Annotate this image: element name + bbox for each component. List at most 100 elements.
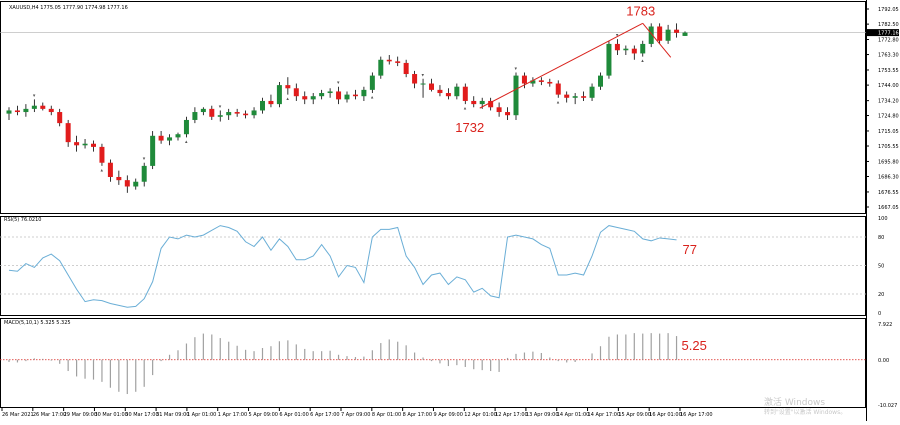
fractal-marker: ▾	[515, 66, 518, 72]
price-tick-label: 1715.05	[878, 129, 899, 135]
time-tick-label: 16 Apr 17:00	[680, 412, 713, 418]
candle-body	[471, 100, 477, 105]
candle-body	[107, 162, 113, 177]
candle-body	[369, 75, 375, 90]
candle-body	[581, 96, 587, 98]
price-axis: 1792.05 1782.50 1772.80 1763.30 1753.55 1744.…	[866, 7, 899, 211]
price-tick-label: 1753.55	[878, 68, 899, 74]
candle-body	[158, 135, 164, 141]
price-tick-label: 1695.80	[878, 159, 899, 165]
candle-body	[429, 83, 434, 90]
price-tick-label: 1782.50	[878, 22, 899, 28]
macd-label: MACD(5,10,1) 5.325 5.325	[4, 320, 71, 326]
candle-body	[293, 88, 299, 97]
macd-pane: 7.922 0.00 -10.027	[0, 322, 897, 409]
price-tick-label: 1676.55	[878, 190, 899, 196]
candle-body	[378, 59, 384, 76]
candle-body	[437, 89, 443, 94]
time-tick-label: 7 Apr 09:00	[341, 412, 370, 418]
candle-body	[513, 75, 519, 116]
candle-body	[521, 75, 527, 84]
candle-body	[564, 94, 570, 98]
candle-body	[150, 135, 156, 166]
price-tick-label: 1744.00	[878, 83, 899, 89]
price-tick-label: 1763.30	[878, 53, 899, 59]
candle-body	[361, 89, 367, 97]
candle-body	[99, 146, 105, 163]
candle-body	[268, 100, 274, 105]
candle-body	[65, 123, 71, 143]
candle-body	[395, 61, 401, 63]
time-tick-label: 9 Apr 09:00	[433, 412, 462, 418]
time-tick-label: 6 Apr 17:00	[310, 412, 339, 418]
candle-body	[285, 85, 291, 89]
macd-value-annotation: 5.25	[682, 338, 707, 353]
candle-body	[276, 85, 282, 105]
price-tick-label: 1734.20	[878, 99, 899, 105]
time-tick-label: 14 Apr 01:00	[557, 412, 590, 418]
candle-body	[124, 180, 130, 187]
candle-body	[40, 105, 46, 109]
candle-body	[91, 143, 96, 147]
candle-body	[598, 75, 603, 87]
candle-body	[133, 181, 139, 187]
time-tick-label: 12 Apr 17:00	[495, 412, 528, 418]
candle-body	[462, 86, 468, 101]
pane-frame-0	[0, 1, 866, 214]
candle-body	[403, 62, 409, 75]
candle-body	[74, 142, 80, 146]
time-tick-label: 8 Apr 01:00	[372, 412, 401, 418]
candle-body	[682, 32, 688, 36]
price-tick-label: 1724.80	[878, 114, 899, 120]
fractal-marker: ▴	[371, 95, 374, 101]
fractal-marker: ▴	[286, 96, 289, 102]
candle-body	[352, 94, 358, 97]
candle-body	[665, 29, 671, 41]
candle-body	[648, 26, 654, 44]
pane-frames	[0, 0, 867, 421]
candle-body	[344, 94, 350, 100]
candle-body	[200, 108, 206, 113]
time-tick-label: 12 Apr 01:00	[464, 412, 497, 418]
candle-body	[631, 48, 637, 54]
time-tick-label: 13 Apr 09:00	[526, 412, 559, 418]
candle-body	[327, 91, 333, 94]
candlestick-series	[6, 23, 688, 193]
price-tick-label: 1686.30	[878, 175, 899, 181]
macd-tick-label: -10.027	[878, 403, 897, 409]
candle-body	[614, 43, 620, 51]
time-tick-label: 16 Apr 01:00	[649, 412, 682, 418]
candle-body	[454, 86, 460, 97]
candle-body	[319, 93, 325, 97]
candle-body	[657, 26, 663, 41]
rsi-label: RSI(5) 76.0210	[4, 217, 41, 223]
candle-body	[538, 80, 544, 82]
price-tick-label: 1667.05	[878, 205, 899, 211]
candle-body	[226, 112, 232, 116]
candle-body	[141, 165, 147, 182]
rsi-tick-label: 80	[878, 235, 884, 241]
price-overlay: ▾ ▴ ▾ ▴ ▾ ▴ ▾ ▴ ▾ ▴ ▾ ▴ ▾ ▴	[33, 22, 672, 173]
rsi-tick-label: 100	[878, 216, 888, 222]
candle-body	[547, 81, 553, 84]
candle-body	[336, 91, 342, 100]
candle-body	[243, 113, 249, 116]
candle-body	[57, 112, 63, 124]
candle-body	[496, 107, 502, 113]
rsi-tick-label: 0	[878, 311, 881, 317]
pane-frame-1	[0, 216, 866, 316]
reversal-trendline	[642, 23, 672, 58]
pane-frame-2	[0, 318, 866, 408]
watermark-title: 激活 Windows	[764, 398, 826, 408]
candle-body	[175, 134, 181, 138]
candle-body	[606, 43, 612, 76]
time-tick-label: 26 Mar 2021	[2, 412, 34, 418]
candle-body	[209, 108, 215, 117]
candle-body	[488, 100, 494, 108]
rsi-value-annotation: 77	[683, 242, 697, 257]
candle-body	[23, 108, 29, 113]
fractal-marker: ▴	[100, 167, 103, 173]
rally-trendline	[479, 22, 643, 109]
candle-body	[192, 112, 198, 120]
macd-tick-label: 7.922	[878, 322, 892, 328]
